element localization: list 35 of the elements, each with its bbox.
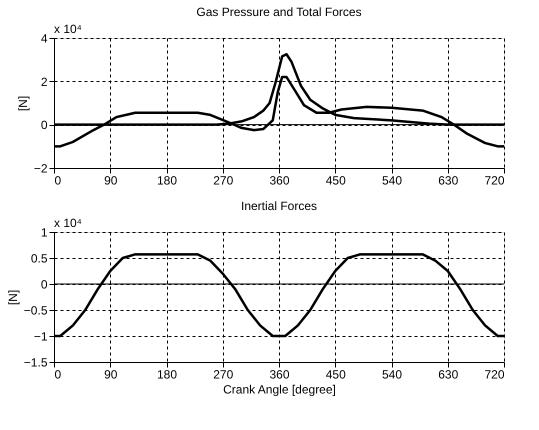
y-tick-label: −2 [34,162,48,176]
text: x 10⁴ [54,216,82,230]
x-tick-label: 90 [104,174,118,188]
x-tick-label: 270 [213,368,234,382]
y-axis-title: [N] [6,290,20,306]
x-tick-label: 180 [156,174,178,188]
x-tick-label: 0 [54,174,62,188]
x-tick-label: 720 [484,174,505,188]
x-tick-label: 720 [484,368,505,382]
x-axis-title: Crank Angle [degree] [223,382,336,396]
x-tick-label: 630 [438,368,459,382]
x-tick-label: 360 [269,368,290,382]
text: x 10⁴ [54,22,82,36]
chart-title: Gas Pressure and Total Forces [196,5,362,19]
x-tick-label: 90 [104,368,118,382]
y-tick-label: −1 [34,330,48,344]
x-tick-label: 270 [213,174,234,188]
x-tick-label: 180 [156,368,178,382]
x-tick-label: 630 [438,174,459,188]
y-tick-label: 1 [40,226,48,240]
y-tick-label: −0.5 [24,304,48,318]
y-axis-title: [N] [16,96,30,112]
x-tick-label: 450 [326,368,346,382]
y-tick-label: 0 [40,118,48,132]
x-tick-label: 540 [382,174,402,188]
y-tick-label: 4 [40,32,48,46]
x-tick-label: 450 [326,174,346,188]
chart-title: Inertial Forces [240,199,318,213]
y-tick-label: 0.5 [30,252,48,266]
x-tick-label: 540 [382,368,402,382]
x-tick-label: 360 [269,174,290,188]
y-tick-label: 0 [40,278,48,292]
y-tick-label: −1.5 [24,356,48,370]
x-tick-label: 0 [54,368,62,382]
y-tick-label: 2 [40,74,48,89]
